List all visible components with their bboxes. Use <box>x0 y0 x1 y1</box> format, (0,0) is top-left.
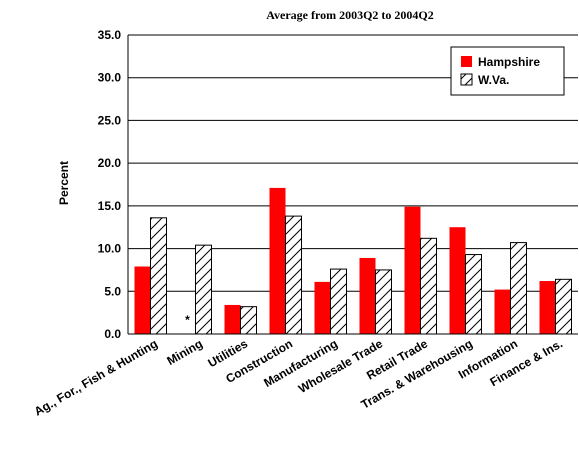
y-tick-label: 10.0 <box>98 242 122 256</box>
y-tick-labels: 0.0 5.0 10.0 15.0 20.0 25.0 30.0 35.0 <box>98 28 122 341</box>
y-tick-label: 0.0 <box>104 327 121 341</box>
annotations: * <box>185 313 190 327</box>
bar-wva-1 <box>195 244 212 335</box>
annotation-asterisk: * <box>185 313 190 327</box>
legend-box <box>450 46 565 96</box>
bar-hampshire-9 <box>539 281 556 334</box>
bar-hampshire-3 <box>269 187 286 334</box>
bar-hampshire-6 <box>404 206 421 334</box>
legend: Hampshire W.Va. <box>450 46 565 96</box>
x-tick-labels: Ag., For., Fish & Hunting Mining Utilities… <box>32 336 565 418</box>
bar-wva-5 <box>375 269 392 335</box>
legend-swatch-wva <box>460 73 473 86</box>
axes <box>127 35 578 335</box>
y-axis-label: Percent <box>57 161 71 205</box>
y-tick-label: 15.0 <box>98 199 122 213</box>
bar-wva-2 <box>240 306 257 335</box>
x-tick-label: Ag., For., Fish & Hunting <box>32 336 160 418</box>
bar-wva-8 <box>510 242 527 335</box>
x-tick-label: Mining <box>165 336 205 367</box>
bar-wva-0 <box>150 217 167 335</box>
y-tick-label: 25.0 <box>98 113 122 127</box>
bar-hampshire-5 <box>359 257 376 334</box>
bar-wva-6 <box>420 237 437 335</box>
y-tick-label: 20.0 <box>98 156 122 170</box>
y-tick-label: 35.0 <box>98 28 122 42</box>
bar-hampshire-0 <box>134 266 151 334</box>
legend-label-wva: W.Va. <box>478 73 509 87</box>
bar-wva-9 <box>555 278 572 335</box>
bar-wva-7 <box>465 254 482 335</box>
bar-hampshire-8 <box>494 289 511 334</box>
bar-hampshire-2 <box>224 304 241 334</box>
legend-label-hampshire: Hampshire <box>478 55 540 69</box>
y-tick-label: 30.0 <box>98 71 122 85</box>
chart-title: Average from 2003Q2 to 2004Q2 <box>266 8 434 22</box>
bar-hampshire-4 <box>314 281 331 334</box>
y-tick-label: 5.0 <box>104 284 121 298</box>
bar-hampshire-7 <box>449 227 466 334</box>
bars <box>134 187 572 335</box>
bar-wva-4 <box>330 268 347 335</box>
bar-wva-3 <box>285 215 302 335</box>
legend-swatch-hampshire <box>461 56 472 67</box>
